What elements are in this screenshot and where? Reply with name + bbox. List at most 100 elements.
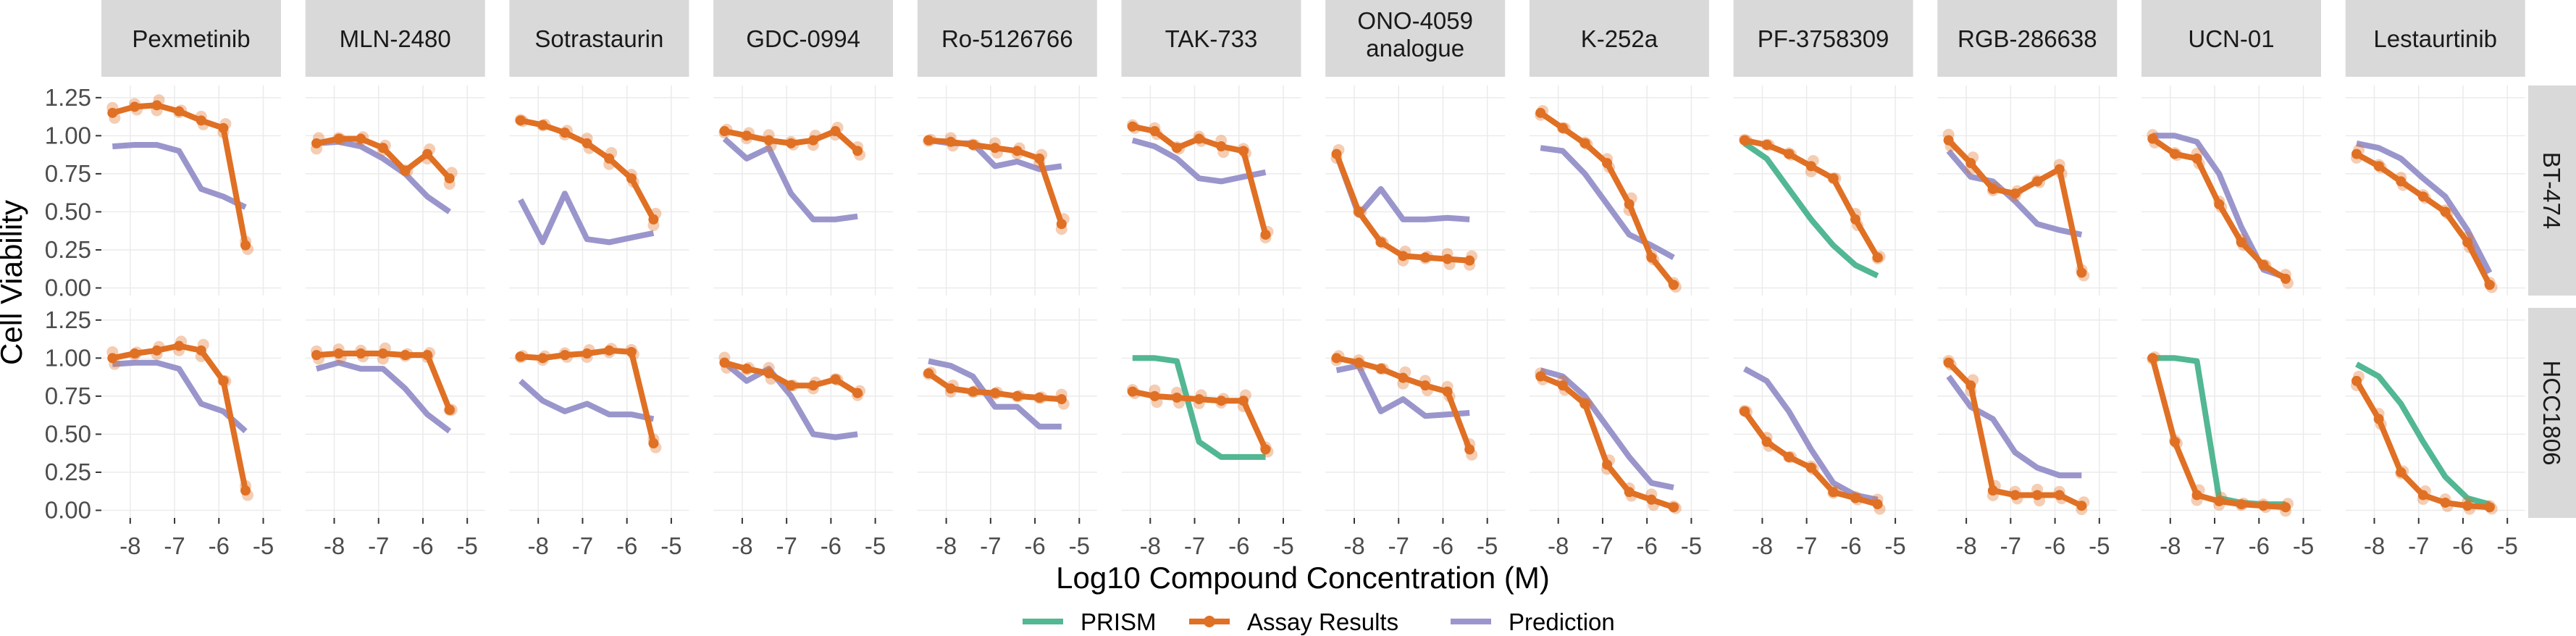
assay-point — [1850, 214, 1860, 225]
x-tick-label: -6 — [1024, 532, 1045, 559]
prediction-line — [1540, 367, 1674, 490]
x-tick-label: -7 — [368, 532, 389, 559]
y-tick-label: 1.25 — [45, 306, 91, 333]
assay-point — [1331, 148, 1342, 159]
assay-point — [218, 122, 229, 133]
assay-point — [129, 348, 140, 359]
assay-point — [422, 350, 433, 361]
series-hcc1806-pf-3758309 — [1738, 366, 1886, 515]
prediction-line — [2356, 140, 2493, 275]
panel-bt-474-pexmetinib — [101, 85, 281, 296]
x-tick-label: -8 — [324, 532, 345, 559]
assay-point — [1739, 135, 1750, 146]
assay-point — [1761, 436, 1772, 447]
assay-point — [1238, 396, 1249, 406]
assay-point — [1127, 386, 1138, 397]
assay-point — [582, 138, 592, 148]
prism-line — [2355, 361, 2491, 507]
prediction-line — [315, 359, 452, 434]
panel-hcc1806-pexmetinib — [101, 308, 281, 518]
assay-point — [2281, 273, 2291, 284]
assay-point — [945, 383, 956, 394]
prism-line — [1742, 141, 1879, 279]
assay-point — [1987, 485, 1998, 496]
assay-point — [763, 368, 774, 379]
assay-point — [1535, 107, 1546, 118]
assay-point — [742, 130, 752, 141]
prediction-line — [1131, 137, 1267, 185]
strip-background — [2345, 0, 2525, 77]
prediction-line — [519, 378, 655, 422]
assay-point — [2147, 353, 2158, 364]
assay-point — [218, 375, 229, 386]
x-tick-label: -7 — [776, 532, 797, 559]
assay-point — [1398, 251, 1409, 261]
series-bt-474-tak-733 — [1126, 119, 1274, 243]
assay-point — [2191, 153, 2202, 164]
panel-background — [509, 308, 689, 518]
assay-point — [333, 348, 344, 359]
assay-point — [2258, 501, 2269, 511]
x-tick-label: -8 — [1140, 532, 1161, 559]
strip-label-sotrastaurin: Sotrastaurin — [534, 25, 663, 52]
x-tick-label: -6 — [1432, 532, 1453, 559]
series-bt-474-pexmetinib — [106, 94, 254, 255]
assay-point — [763, 135, 774, 146]
x-axis-title: Log10 Compound Concentration (M) — [1056, 561, 1550, 595]
x-tick-label: -7 — [2204, 532, 2225, 559]
strip-label-lestaurtinib: Lestaurtinib — [2373, 25, 2497, 52]
x-tick-label: -7 — [572, 532, 593, 559]
series-hcc1806-rgb-286638 — [1942, 354, 2090, 516]
column-strip-sotrastaurin: Sotrastaurin — [509, 0, 689, 77]
x-tick-label: -8 — [2160, 532, 2181, 559]
assay-point — [174, 340, 185, 351]
prism-line — [1132, 355, 1266, 460]
x-tick-label: -7 — [2000, 532, 2021, 559]
strip-background — [1937, 0, 2118, 77]
assay-point — [1149, 390, 1160, 401]
panel-background — [305, 85, 485, 296]
panel-background — [917, 85, 1097, 296]
x-tick-label: -7 — [2408, 532, 2429, 559]
column-strip-rgb-286638: RGB-286638 — [1937, 0, 2118, 77]
assay-point — [626, 346, 637, 357]
assay-point — [1375, 364, 1386, 375]
panel-bt-474-ono-4059-analogue — [1325, 85, 1506, 296]
assay-point — [515, 115, 526, 126]
y-tick-label: 1.00 — [45, 344, 91, 371]
assay-point — [2076, 267, 2087, 278]
series-bt-474-sotrastaurin — [514, 114, 662, 246]
series-hcc1806-ucn-01 — [2147, 351, 2294, 517]
assay-point — [559, 127, 570, 138]
assay-point — [604, 345, 615, 356]
assay-point — [2373, 161, 2384, 172]
assay-point — [515, 351, 526, 362]
assay-point — [2214, 198, 2225, 209]
assay-point — [786, 380, 797, 391]
assay-point — [989, 388, 1000, 398]
y-tick-label: 0.00 — [45, 496, 91, 523]
assay-point — [107, 107, 118, 118]
panel-background — [1325, 85, 1506, 296]
row-label-bt-474: BT-474 — [2538, 152, 2565, 229]
column-strip-ro-5126766: Ro-5126766 — [917, 0, 1097, 77]
panel-bt-474-ro-5126766 — [917, 85, 1097, 296]
y-tick-label: 0.25 — [45, 459, 91, 485]
assay-point — [174, 106, 185, 117]
x-tick-label: -5 — [660, 532, 681, 559]
strip-label-ucn-01: UCN-01 — [2188, 25, 2274, 52]
assay-point — [240, 485, 251, 496]
assay-point — [945, 136, 956, 147]
x-tick-label: -8 — [1955, 532, 1976, 559]
strip-label-gdc-0994: GDC-0994 — [746, 25, 860, 52]
assay-point — [377, 143, 388, 154]
panel-grid: Pexmetinib MLN-2480 Sotrastaurin GDC-0994 Ro… — [101, 0, 2576, 518]
prediction-line — [1540, 145, 1675, 261]
x-tick-label: -8 — [119, 532, 140, 559]
panel-background — [1733, 308, 1913, 518]
x-tick-label: -6 — [2044, 532, 2065, 559]
series-bt-474-lestaurtinib — [2351, 140, 2498, 293]
panel-bt-474-tak-733 — [1121, 85, 1301, 296]
panel-background — [1937, 85, 2118, 296]
assay-point — [1464, 444, 1475, 455]
